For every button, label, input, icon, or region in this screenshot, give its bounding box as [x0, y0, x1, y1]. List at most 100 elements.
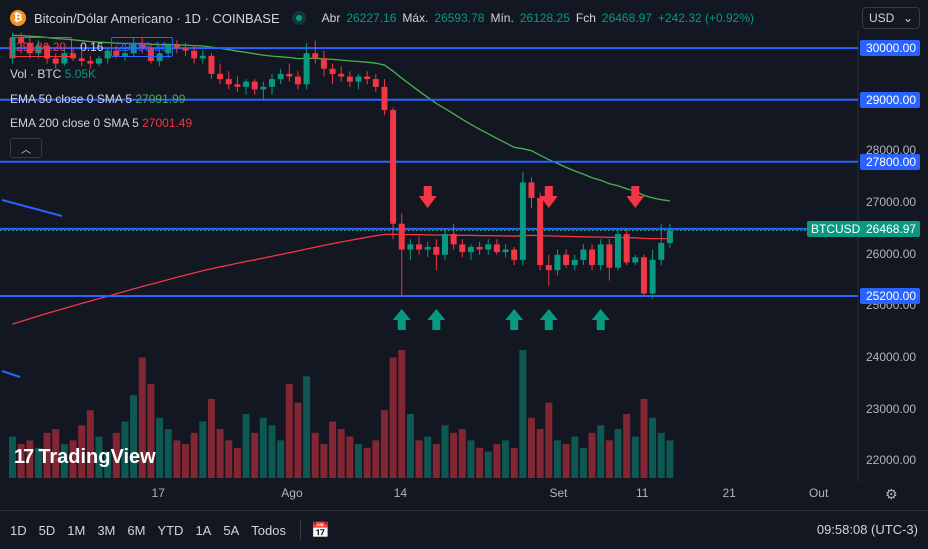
- currency-value: USD: [869, 11, 895, 25]
- legend-volume[interactable]: Vol · BTC 5.05K: [10, 67, 96, 81]
- tradingview-logo[interactable]: 17 TradingView: [14, 446, 156, 469]
- range-button-3m[interactable]: 3M: [97, 522, 116, 538]
- volume-bar: [432, 444, 440, 478]
- time-tick-label: 14: [393, 486, 408, 500]
- candle-body: [286, 73, 293, 77]
- volume-bar: [95, 436, 103, 478]
- volume-bar: [104, 451, 112, 478]
- price-tick-label: 22000.00: [866, 453, 917, 468]
- volume-bar: [242, 414, 250, 478]
- trend-line: [1, 199, 63, 217]
- volume-bar: [553, 440, 561, 478]
- volume-bar: [147, 383, 155, 478]
- ema200-value: 27001.49: [142, 116, 193, 130]
- candle-body: [303, 53, 310, 85]
- candle-body: [260, 86, 267, 90]
- candle-body: [615, 234, 621, 268]
- bitcoin-icon: ₿: [10, 10, 26, 26]
- volume-bar: [294, 402, 302, 478]
- candle-body: [182, 48, 189, 51]
- candle-body: [442, 234, 448, 255]
- gear-icon[interactable]: ⚙: [885, 486, 898, 502]
- volume-bar: [337, 429, 345, 478]
- volume-bar: [562, 444, 570, 478]
- candle-body: [580, 249, 587, 260]
- candle-body: [156, 53, 163, 61]
- volume-bar: [86, 410, 94, 478]
- candle-body: [545, 265, 552, 271]
- volume-bar: [528, 417, 535, 478]
- candle-body: [502, 249, 509, 253]
- volume-bar: [69, 440, 77, 478]
- clock[interactable]: 09:58:08 (UTC-3): [816, 522, 918, 537]
- time-tick-label: 17: [151, 486, 165, 500]
- ema200-line: [12, 233, 670, 325]
- sell-button[interactable]: 29186.20: [10, 37, 73, 57]
- candle-body: [165, 45, 172, 54]
- volume-bar: [355, 444, 362, 478]
- candle-body: [537, 197, 544, 266]
- arrow-down-icon: [418, 186, 437, 208]
- currency-select[interactable]: USD ⌄: [862, 7, 920, 29]
- volume-bar: [225, 440, 233, 478]
- candle-body: [649, 259, 656, 294]
- price-tick-label: 26000.00: [866, 246, 917, 261]
- price-tick-label: 23000.00: [866, 401, 917, 416]
- candle-body: [364, 76, 371, 80]
- level-price-label: 27800.00: [860, 153, 920, 170]
- range-button-1a[interactable]: 1A: [195, 522, 212, 538]
- date-range-icon[interactable]: 📅: [310, 522, 330, 539]
- volume-bar: [398, 350, 406, 478]
- range-button-5a[interactable]: 5A: [223, 522, 240, 538]
- volume-bar: [311, 432, 319, 478]
- change-value: +242.32 (+0.92%): [657, 11, 755, 25]
- candle-body: [467, 246, 474, 253]
- arrow-down-icon: [626, 186, 645, 208]
- candle-body: [251, 81, 258, 90]
- volume-bar: [363, 447, 371, 478]
- buy-button[interactable]: 29186.36: [111, 37, 174, 57]
- market-status-icon[interactable]: [291, 11, 306, 25]
- volume-bar: [380, 410, 388, 478]
- candle-body: [563, 254, 570, 266]
- range-button-todos[interactable]: Todos: [251, 522, 286, 538]
- range-button-6m[interactable]: 6M: [127, 522, 146, 538]
- candle-body: [234, 84, 241, 87]
- arrow-up-icon: [505, 309, 524, 330]
- candle-body: [225, 79, 232, 85]
- price-tick-label: 24000.00: [866, 350, 917, 365]
- symbol-title[interactable]: Bitcoin/Dólar Americano · 1D · COINBASE: [34, 10, 280, 26]
- legend-ema200[interactable]: EMA 200 close 0 SMA 5 27001.49: [10, 116, 192, 130]
- ema50-label: EMA 50 close 0 SMA 5: [10, 92, 133, 106]
- candle-body: [277, 73, 284, 80]
- tradingview-logo-text: TradingView: [38, 446, 156, 468]
- range-button-ytd[interactable]: YTD: [157, 522, 184, 538]
- candle-body: [519, 182, 526, 260]
- candle-body: [44, 45, 51, 59]
- last-price-label: 26468.97: [862, 221, 920, 237]
- legend-ema50[interactable]: EMA 50 close 0 SMA 5 27091.99: [10, 92, 185, 106]
- candle-body: [9, 37, 16, 59]
- volume-bar: [519, 350, 527, 478]
- candle-body: [632, 257, 639, 263]
- volume-bar: [372, 440, 380, 478]
- volume-bar: [476, 447, 484, 478]
- candle-body: [217, 73, 224, 80]
- open-value: 26227.16: [346, 11, 397, 25]
- volume-bar: [579, 447, 587, 478]
- volume-bar: [173, 440, 181, 478]
- trend-line: [1, 370, 21, 378]
- candle-body: [666, 230, 673, 243]
- candle-body: [173, 45, 180, 49]
- bottom-toolbar: 1D 5D 1M 3M 6M YTD 1A 5A Todos 📅 09:58:08 (UTC-3…: [0, 510, 928, 549]
- collapse-legend-button[interactable]: ︿: [10, 138, 42, 158]
- candle-body: [433, 246, 440, 255]
- range-button-5d[interactable]: 5D: [38, 522, 56, 538]
- volume-value: 5.05K: [64, 67, 97, 81]
- candle-body: [658, 242, 665, 260]
- range-button-1m[interactable]: 1M: [67, 522, 86, 538]
- candle-body: [407, 244, 414, 250]
- candle-body: [355, 76, 362, 82]
- range-button-1d[interactable]: 1D: [10, 522, 27, 538]
